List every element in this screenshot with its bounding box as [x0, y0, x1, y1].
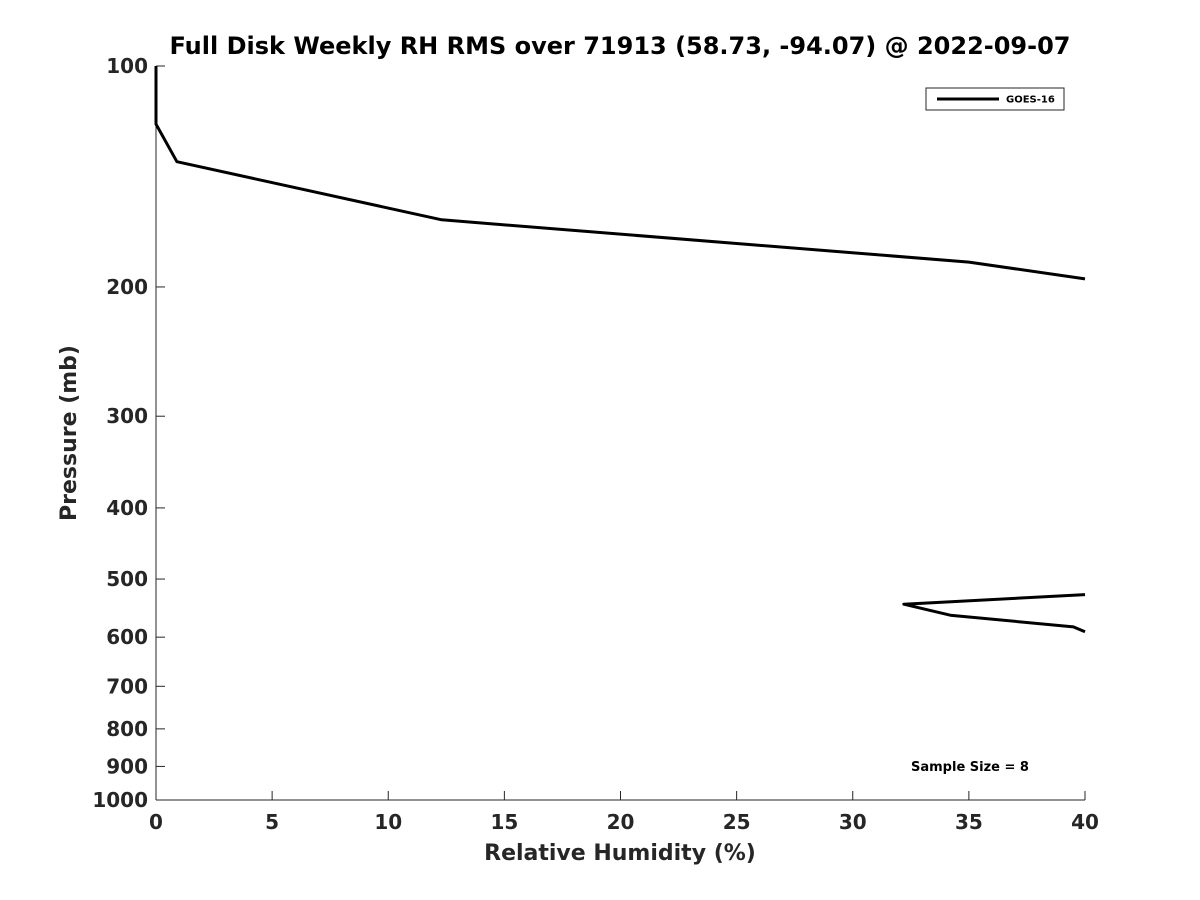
y-tick-label: 900 [106, 754, 148, 778]
x-axis-label: Relative Humidity (%) [484, 841, 756, 866]
y-tick-label: 400 [106, 496, 148, 520]
y-tick-label: 800 [106, 717, 148, 741]
sample-size-annotation: Sample Size = 8 [911, 760, 1029, 775]
chart-title: Full Disk Weekly RH RMS over 71913 (58.7… [169, 32, 1070, 60]
y-axis-label: Pressure (mb) [57, 345, 82, 521]
y-tick-label: 500 [106, 567, 148, 591]
x-tick-label: 10 [374, 810, 402, 834]
y-tick-label: 1000 [92, 788, 148, 812]
x-tick-label: 15 [490, 810, 518, 834]
series-group [154, 66, 1086, 634]
y-tick-label: 600 [106, 625, 148, 649]
y-tick-label: 100 [106, 54, 148, 78]
series-line-goes-16-segment-2 [902, 593, 1086, 634]
legend: GOES-16 [925, 87, 1065, 111]
x-tick-label: 20 [607, 810, 635, 834]
x-tick-label: 25 [723, 810, 751, 834]
x-axis-ticks: 0 5 10 15 20 25 30 35 40 [149, 791, 1099, 834]
x-tick-label: 0 [149, 810, 163, 834]
x-tick-label: 30 [839, 810, 867, 834]
x-tick-label: 40 [1071, 810, 1099, 834]
y-tick-label: 300 [106, 404, 148, 428]
legend-entry-goes-16: GOES-16 [1006, 95, 1055, 106]
y-tick-label: 700 [106, 674, 148, 698]
x-tick-label: 5 [265, 810, 279, 834]
x-tick-label: 35 [955, 810, 983, 834]
series-line-goes-16-segment-1 [154, 66, 1086, 281]
y-tick-label: 200 [106, 275, 148, 299]
plot-axes [155, 66, 1085, 801]
y-axis-ticks: 100 200 300 400 500 600 700 800 900 1000 [92, 54, 165, 812]
